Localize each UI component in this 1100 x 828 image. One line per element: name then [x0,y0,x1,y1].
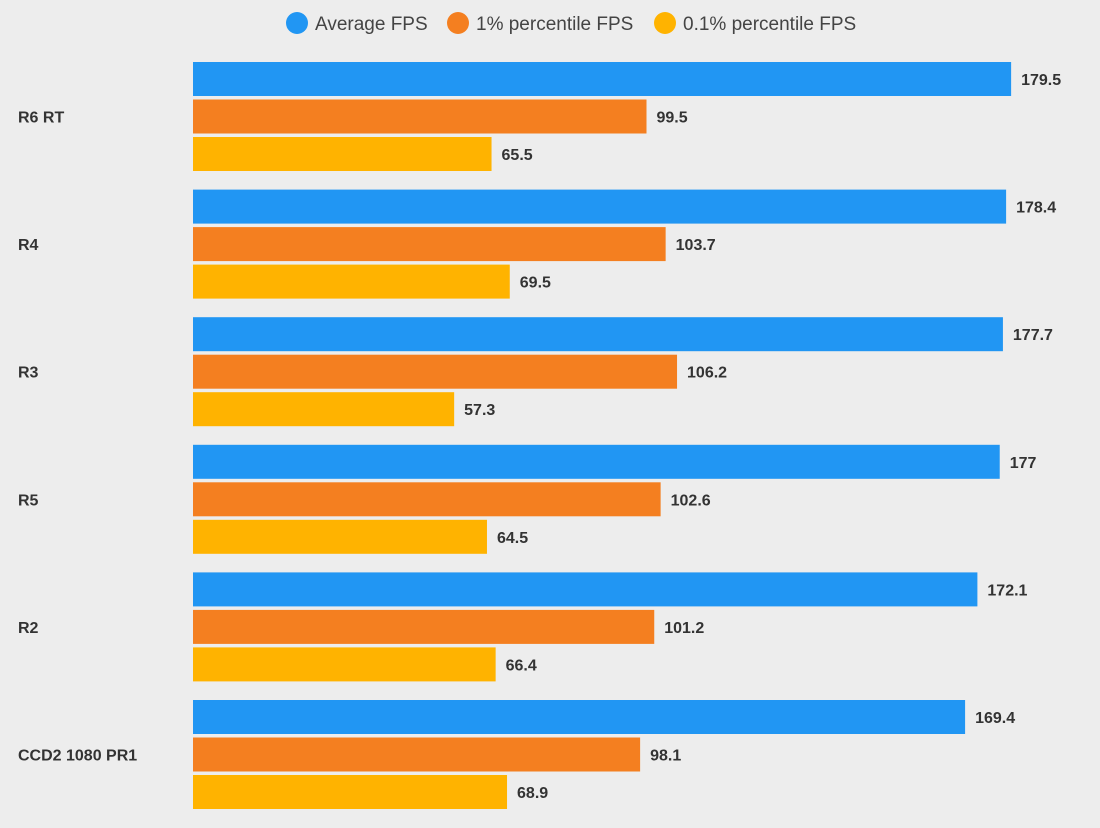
value-label-r5-average-fps: 177 [1010,455,1037,472]
category-label-r2: R2 [18,620,39,637]
bar-r3-0-1-percentile-fps [193,392,455,427]
bars [193,62,1012,809]
bar-r2-1-percentile-fps [193,609,655,644]
bar-r5-0-1-percentile-fps [193,519,487,554]
value-label-r4-0-1-percentile-fps: 69.5 [520,275,551,292]
category-label-r6-rt: R6 RT [18,110,64,127]
category-label-r3: R3 [18,365,39,382]
value-label-r6-rt-1-percentile-fps: 99.5 [657,110,688,127]
bar-ccd2-1080-pr1-0-1-percentile-fps [193,775,508,809]
bar-ccd2-1080-pr1-1-percentile-fps [193,737,641,772]
bar-r6-rt-average-fps [193,62,1012,96]
value-label-ccd2-1080-pr1-1-percentile-fps: 98.1 [650,748,681,765]
bar-r5-1-percentile-fps [193,482,661,517]
value-label-r2-average-fps: 172.1 [987,582,1027,599]
value-label-r3-1-percentile-fps: 106.2 [687,365,727,382]
value-label-r4-1-percentile-fps: 103.7 [676,237,716,254]
legend-label-average-fps: Average FPS [315,14,428,35]
value-label-r2-1-percentile-fps: 101.2 [664,620,704,637]
value-label-r6-rt-0-1-percentile-fps: 65.5 [502,147,533,164]
bar-r2-average-fps [193,572,978,607]
value-label-r3-0-1-percentile-fps: 57.3 [464,402,495,419]
value-label-r5-0-1-percentile-fps: 64.5 [497,530,528,547]
legend-label-0-1-percentile-fps: 0.1% percentile FPS [683,14,856,35]
value-label-r3-average-fps: 177.7 [1013,327,1053,344]
value-label-r5-1-percentile-fps: 102.6 [671,492,711,509]
legend-marker-0-1-percentile-fps [654,12,676,34]
bar-ccd2-1080-pr1-average-fps [193,700,966,734]
legend-marker-1-percentile-fps [447,12,469,34]
bar-r4-1-percentile-fps [193,227,666,262]
bar-r4-average-fps [193,189,1007,224]
value-labels: 179.5 99.5 65.5 178.4 103.7 69.5 177.7 106.2 57.… [464,72,1061,802]
category-label-r4: R4 [18,237,39,254]
bar-r4-0-1-percentile-fps [193,264,510,299]
value-label-ccd2-1080-pr1-average-fps: 169.4 [975,710,1015,727]
bar-r6-rt-0-1-percentile-fps [193,137,492,171]
bar-r3-average-fps [193,317,1003,352]
bar-r3-1-percentile-fps [193,354,678,389]
legend: Average FPS 1% percentile FPS 0.1% percent… [286,12,856,35]
category-label-r5: R5 [18,492,39,509]
value-label-r4-average-fps: 178.4 [1016,200,1056,217]
value-label-r6-rt-average-fps: 179.5 [1021,72,1061,89]
bar-r5-average-fps [193,444,1000,479]
category-labels: R6 RT R4 R3 R5 R2 CCD2 1080 PR1 [18,110,137,765]
value-label-ccd2-1080-pr1-0-1-percentile-fps: 68.9 [517,785,548,802]
category-label-ccd2-1080-pr1: CCD2 1080 PR1 [18,748,137,765]
bar-r6-rt-1-percentile-fps [193,99,647,134]
bar-r2-0-1-percentile-fps [193,647,496,682]
legend-label-1-percentile-fps: 1% percentile FPS [476,14,633,35]
legend-marker-average-fps [286,12,308,34]
value-label-r2-0-1-percentile-fps: 66.4 [506,657,537,674]
